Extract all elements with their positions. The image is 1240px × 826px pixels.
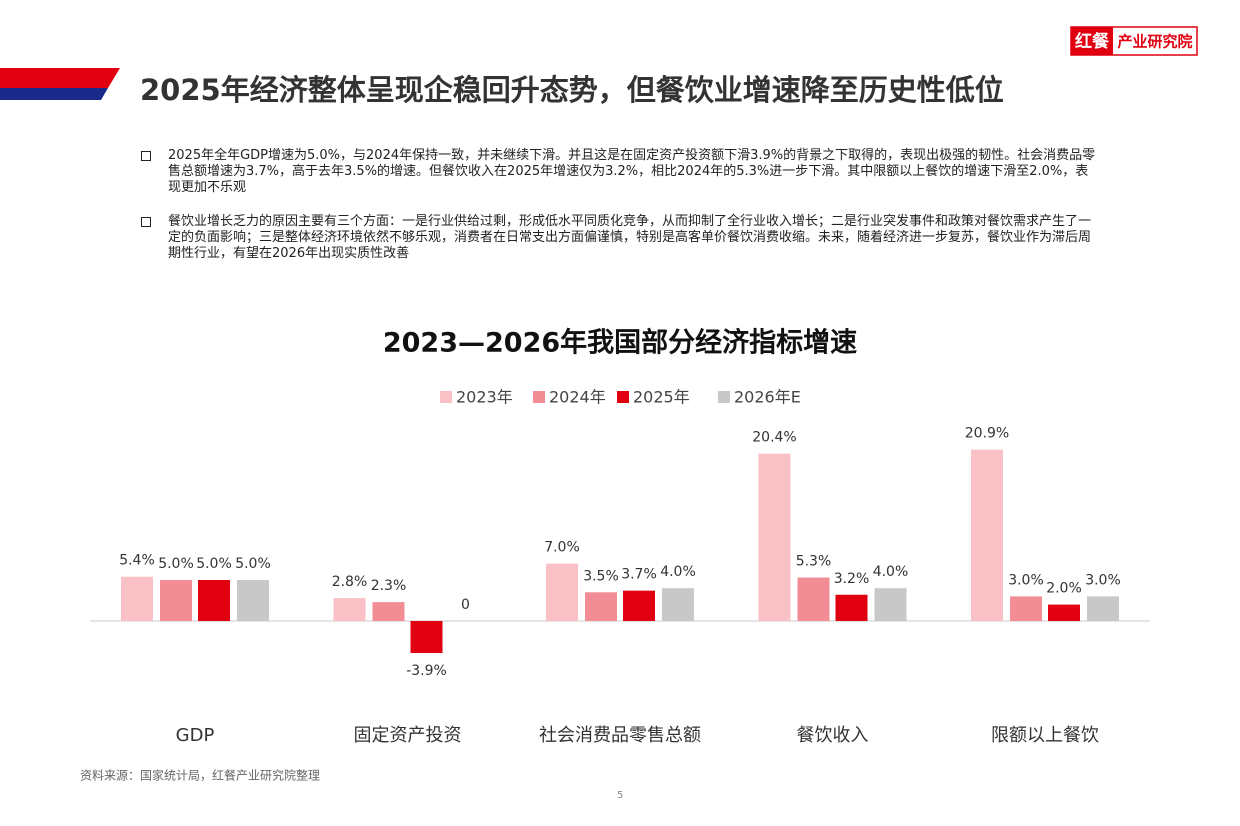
- value-label: 5.0%: [235, 556, 271, 572]
- bar: [797, 577, 830, 621]
- legend-label: 2024年: [549, 388, 606, 407]
- bullet-text: 餐饮业增长乏力的原因主要有三个方面：一是行业供给过剩，形成低水平同质化竞争，从而…: [168, 214, 1092, 261]
- value-label: 4.0%: [660, 564, 696, 580]
- value-label: 20.9%: [965, 426, 1009, 442]
- bullet: 2025年全年GDP增速为5.0%，与2024年保持一致，并未继续下滑。并且这是…: [141, 148, 1098, 196]
- value-label: 5.0%: [158, 556, 194, 572]
- bar: [198, 580, 230, 621]
- value-label: -3.9%: [406, 663, 447, 679]
- bullet: 餐饮业增长乏力的原因主要有三个方面：一是行业供给过剩，形成低水平同质化竞争，从而…: [141, 214, 1098, 262]
- legend-label: 2023年: [456, 388, 513, 407]
- bar: [333, 598, 366, 621]
- value-label: 3.2%: [834, 571, 870, 587]
- value-label: 7.0%: [544, 540, 580, 556]
- legend-swatch: [617, 391, 629, 403]
- header-stripe: [0, 68, 120, 88]
- bar: [237, 580, 269, 621]
- bar: [623, 590, 655, 621]
- value-label: 3.7%: [621, 567, 657, 583]
- x-tick-label: 社会消费品零售总额: [539, 725, 701, 746]
- bar: [121, 576, 153, 621]
- bar: [1087, 596, 1119, 621]
- logo-name: 产业研究院: [1117, 33, 1192, 51]
- bullet-text: 2025年全年GDP增速为5.0%，与2024年保持一致，并未继续下滑。并且这是…: [168, 148, 1096, 195]
- value-label: 3.5%: [583, 568, 619, 584]
- header-stripe: [0, 88, 108, 100]
- page-number: 5: [617, 790, 623, 801]
- bar: [1048, 604, 1080, 621]
- value-label: 4.0%: [873, 564, 909, 580]
- logo-box: [1071, 27, 1113, 55]
- legend-label: 2025年: [633, 388, 690, 407]
- value-label: 3.0%: [1085, 572, 1121, 588]
- bar: [758, 453, 791, 621]
- x-tick-label: 固定资产投资: [354, 725, 462, 746]
- value-label: 20.4%: [752, 430, 796, 446]
- value-label: 2.8%: [332, 574, 368, 590]
- x-tick-label: GDP: [176, 725, 215, 746]
- bar: [160, 580, 192, 621]
- value-label: 5.4%: [119, 553, 155, 569]
- x-tick-label: 餐饮收入: [797, 725, 869, 746]
- source: 资料来源：国家统计局，红餐产业研究院整理: [80, 768, 320, 783]
- logo-brand: 红餐: [1075, 31, 1110, 52]
- legend-swatch: [440, 391, 452, 403]
- value-label: 3.0%: [1008, 572, 1044, 588]
- value-label: 2.3%: [371, 578, 407, 594]
- legend-swatch: [533, 391, 545, 403]
- value-label: 0: [461, 597, 470, 613]
- value-label: 5.3%: [796, 554, 832, 570]
- bar: [835, 594, 868, 621]
- legend-label: 2026年E: [734, 388, 801, 407]
- bar: [585, 592, 617, 621]
- bar: [874, 588, 907, 621]
- bar: [372, 602, 405, 621]
- x-tick-label: 限额以上餐饮: [991, 725, 1099, 746]
- value-label: 2.0%: [1046, 581, 1082, 597]
- chart-title: 2023—2026年我国部分经济指标增速: [383, 327, 857, 359]
- value-label: 5.0%: [196, 556, 232, 572]
- legend-swatch: [718, 391, 730, 403]
- slide-title: 2025年经济整体呈现企稳回升态势，但餐饮业增速降至历史性低位: [140, 73, 1004, 107]
- bar: [410, 621, 443, 653]
- bar: [1010, 596, 1042, 621]
- bar: [662, 588, 694, 621]
- bar: [546, 563, 578, 621]
- bar: [971, 449, 1003, 621]
